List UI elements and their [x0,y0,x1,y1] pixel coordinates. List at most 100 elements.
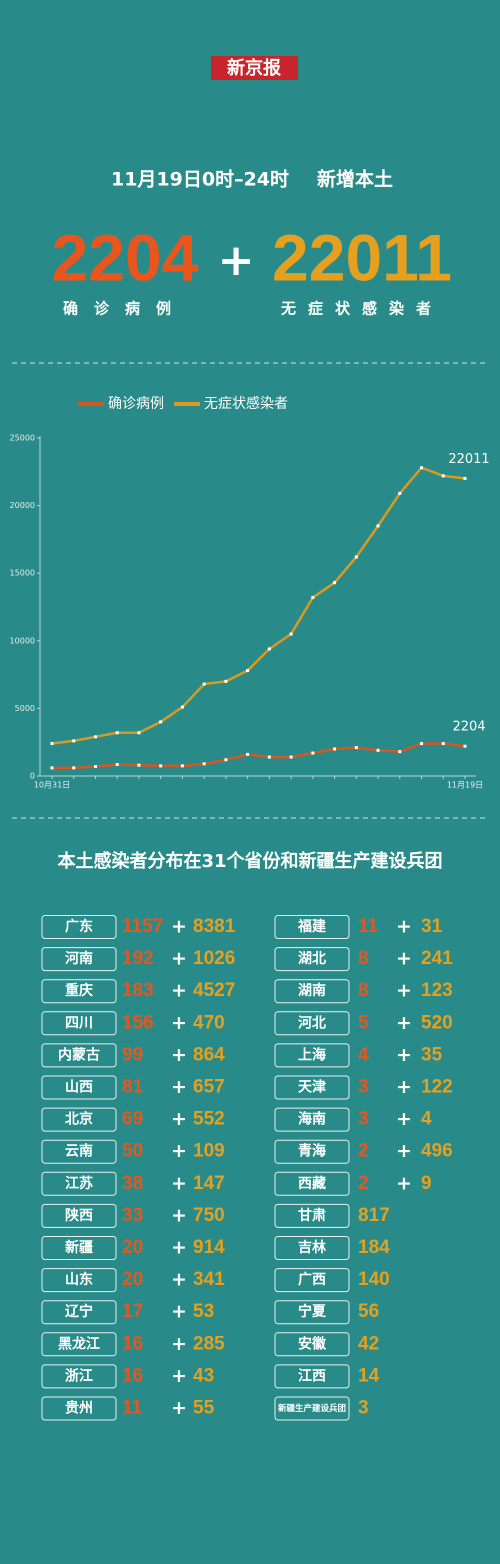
point [354,555,358,559]
point [72,739,76,743]
confirmed: 33 [122,1205,143,1226]
province-name: 天津 [298,1079,326,1096]
asymptomatic: 123 [421,980,453,1001]
confirmed: 156 [122,1012,154,1033]
province-box [41,1364,117,1389]
confirmed: 4 [358,1044,369,1065]
asymptomatic: 914 [193,1237,225,1258]
subtitle: 新增本土 [317,168,393,191]
asymptomatic: 864 [193,1044,225,1065]
point [224,758,228,762]
asymptomatic: 55 [193,1398,215,1419]
point [180,705,184,709]
asymptomatic: 14 [358,1365,380,1386]
x-tick-label: 10月31日 [34,781,70,790]
province-box [274,1075,350,1100]
province-name: 辽宁 [65,1303,93,1320]
point [159,720,163,724]
asymptomatic: 184 [358,1237,390,1258]
asymptomatic: 42 [358,1333,379,1354]
series-line [51,466,466,745]
y-tick-label: 15000 [10,569,35,578]
province-name: 江苏 [65,1175,93,1192]
asymptomatic: 657 [193,1077,225,1098]
plus: + [396,980,412,1002]
province-name: 山东 [65,1271,93,1288]
asymptomatic: 470 [193,1012,225,1033]
province-name: 湖北 [298,951,326,967]
confirmed: 2 [358,1173,369,1194]
province-box [274,1236,350,1260]
asymptomatic: 8381 [193,916,236,937]
asymptomatic: 817 [358,1205,390,1226]
point [115,731,119,735]
asymptomatic: 9 [421,1173,432,1194]
confirmed: 99 [122,1044,143,1065]
point [159,764,163,768]
plus: + [396,1108,412,1130]
plus: + [171,1076,187,1098]
province-name: 甘肃 [298,1207,326,1224]
point [333,747,337,751]
confirmed: 2 [358,1141,369,1162]
point [311,751,315,755]
confirmed: 20 [122,1237,143,1258]
point [72,766,76,770]
confirmed: 16 [122,1333,143,1354]
point [398,750,402,754]
logo-box [211,56,298,80]
province-name: 贵州 [65,1400,93,1417]
asymptomatic: 53 [193,1301,214,1322]
plus: + [396,916,412,938]
confirmed: 50 [122,1141,143,1162]
point [93,735,97,739]
point [50,766,54,770]
province-name: 江西 [298,1367,326,1384]
province-box [274,1332,350,1357]
plus: + [171,948,187,970]
point [267,647,271,651]
province-box [41,1043,117,1068]
y-tick-label: 10000 [10,636,35,645]
province-name: 福建 [297,918,326,935]
province-name: 宁夏 [298,1303,327,1320]
asymptomatic: 285 [193,1333,225,1354]
point [333,581,337,585]
point [311,596,315,600]
province-box [41,1107,117,1132]
point [246,752,250,756]
province-box [274,1268,350,1293]
point [50,742,54,746]
y-tick-label: 0 [30,772,35,781]
confirmed: 8 [358,948,369,969]
asymptomatic: 35 [421,1044,443,1065]
asymptomatic: 4 [421,1109,432,1130]
asymptomatic: 341 [193,1269,225,1290]
point [93,765,97,769]
province-box [41,1171,117,1196]
plus: + [171,1140,187,1162]
point [289,632,293,636]
province-name: 新疆生产建设兵团 [278,1403,346,1414]
confirmed: 11 [122,1398,143,1419]
point [115,763,119,767]
plus: + [171,1269,187,1291]
asymptomatic: 520 [421,1012,453,1033]
asymptomatic: 109 [193,1141,225,1162]
plus: + [396,1172,412,1194]
asymptomatic: 3 [358,1398,369,1419]
confirmed: 1157 [122,916,163,937]
point [398,491,402,495]
province-name: 陕西 [65,1207,93,1224]
point [180,764,184,768]
province-box [274,1364,350,1389]
point [376,748,380,752]
province-box [41,1075,117,1100]
point [137,763,141,767]
province-name: 海南 [298,1111,326,1128]
legend-label: 无症状感染者 [204,395,288,412]
asymptomatic-total: 22011 [272,220,452,294]
province-name: 西藏 [298,1175,326,1192]
confirmed: 69 [122,1109,143,1130]
